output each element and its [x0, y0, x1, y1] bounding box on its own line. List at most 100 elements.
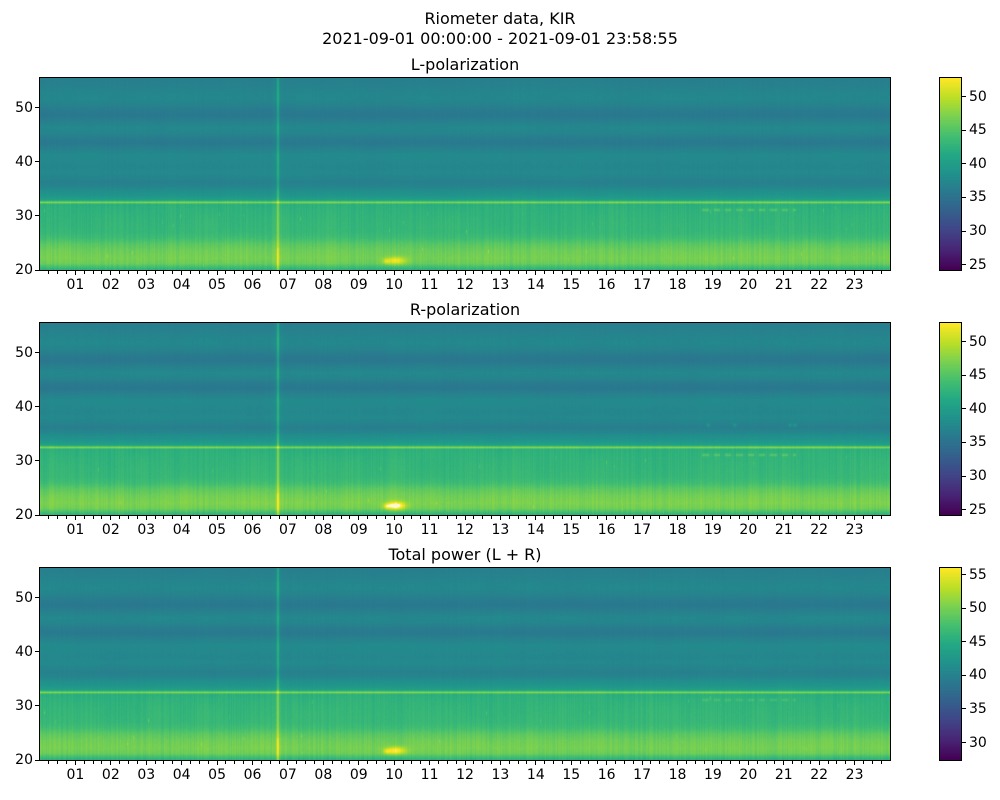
- x-tick-minor: [234, 761, 236, 764]
- x-tick-minor: [92, 761, 94, 764]
- x-tick-major: [252, 761, 253, 765]
- x-tick-minor: [517, 516, 519, 519]
- x-tick-minor: [225, 271, 227, 274]
- x-tick-minor: [260, 761, 262, 764]
- x-tick-minor: [827, 516, 829, 519]
- x-tick-label: 04: [172, 767, 191, 783]
- x-tick-minor: [225, 761, 227, 764]
- x-tick-minor: [473, 271, 475, 274]
- colorbar-tick: [962, 742, 966, 744]
- x-tick-major: [145, 516, 147, 520]
- x-tick-minor: [411, 761, 413, 764]
- x-tick-label: 14: [526, 277, 545, 293]
- x-tick-minor: [880, 516, 882, 519]
- x-tick-minor: [243, 516, 245, 519]
- x-tick-minor: [375, 271, 377, 274]
- x-tick-minor: [269, 271, 271, 274]
- x-tick-label: 10: [385, 277, 404, 293]
- x-tick-minor: [243, 271, 245, 274]
- x-tick-label: 16: [597, 277, 616, 293]
- x-tick-minor: [508, 761, 510, 764]
- colorbar-tick-label: 40: [969, 400, 987, 417]
- x-tick-minor: [57, 516, 59, 519]
- x-tick-major: [570, 271, 572, 275]
- x-tick-minor: [384, 271, 386, 274]
- x-tick-minor: [668, 761, 670, 764]
- x-tick-label: 19: [703, 767, 722, 783]
- x-tick-minor: [526, 271, 528, 274]
- x-tick-major: [783, 516, 785, 520]
- colorbar-tick: [962, 230, 966, 232]
- x-tick-label: 13: [491, 767, 510, 783]
- x-tick-minor: [623, 761, 625, 764]
- x-tick-label: 22: [810, 277, 829, 293]
- x-tick-minor: [128, 271, 130, 274]
- x-tick-minor: [136, 516, 138, 519]
- x-tick-label: 13: [491, 522, 510, 538]
- x-tick-major: [677, 271, 678, 275]
- x-tick-label: 01: [66, 277, 85, 293]
- x-tick-major: [606, 516, 608, 520]
- colorbar-tick: [962, 509, 966, 511]
- x-tick-major: [181, 516, 183, 520]
- x-tick-label: 08: [314, 522, 333, 538]
- x-tick-label: 12: [456, 767, 474, 783]
- x-tick-major: [499, 516, 501, 520]
- x-tick-minor: [101, 761, 103, 764]
- x-tick-major: [145, 761, 147, 765]
- x-tick-label: 03: [137, 767, 156, 783]
- x-tick-minor: [305, 516, 307, 519]
- x-tick-major: [854, 516, 856, 520]
- x-tick-minor: [313, 271, 315, 274]
- x-tick-minor: [738, 761, 740, 764]
- y-tick-label: 40: [15, 398, 33, 415]
- x-tick-minor: [128, 516, 130, 519]
- x-tick-minor: [526, 516, 528, 519]
- x-tick-minor: [66, 761, 68, 764]
- x-tick-label: 02: [101, 522, 120, 538]
- x-tick-minor: [526, 761, 528, 764]
- figure-title-line1: Riometer data, KIR: [424, 9, 576, 28]
- x-tick-label: 14: [526, 522, 545, 538]
- x-tick-minor: [83, 761, 85, 764]
- x-tick-minor: [119, 516, 121, 519]
- x-tick-major: [393, 271, 395, 275]
- colorbar-tick-label: 30: [969, 468, 987, 485]
- x-tick-label: 23: [845, 522, 864, 538]
- x-tick-minor: [340, 761, 342, 764]
- x-tick-minor: [632, 271, 634, 274]
- x-tick-label: 08: [314, 277, 333, 293]
- x-tick-minor: [234, 516, 236, 519]
- x-tick-minor: [296, 761, 298, 764]
- y-tick-label: 50: [15, 589, 33, 606]
- x-tick-major: [818, 761, 820, 765]
- x-tick-minor: [473, 761, 475, 764]
- x-tick-minor: [172, 761, 174, 764]
- x-tick-minor: [278, 271, 280, 274]
- x-tick-minor: [455, 271, 457, 274]
- x-tick-minor: [331, 271, 333, 274]
- x-tick-minor: [836, 516, 838, 519]
- x-tick-minor: [437, 761, 439, 764]
- x-tick-minor: [101, 516, 103, 519]
- x-tick-minor: [340, 271, 342, 274]
- x-tick-minor: [491, 516, 493, 519]
- x-tick-minor: [482, 271, 484, 274]
- x-tick-label: 02: [101, 767, 120, 783]
- x-tick-minor: [349, 271, 351, 274]
- x-tick-label: 11: [420, 522, 439, 538]
- x-tick-minor: [659, 271, 661, 274]
- x-tick-minor: [685, 761, 687, 764]
- x-tick-label: 02: [101, 277, 120, 293]
- x-tick-major: [747, 761, 749, 765]
- x-tick-label: 19: [703, 277, 722, 293]
- x-tick-major: [74, 516, 76, 520]
- x-tick-minor: [190, 516, 192, 519]
- x-tick-minor: [154, 516, 156, 519]
- x-tick-minor: [650, 761, 652, 764]
- x-tick-minor: [845, 516, 847, 519]
- colorbar-tick: [962, 408, 966, 410]
- x-tick-minor: [800, 516, 802, 519]
- x-tick-major: [464, 516, 466, 520]
- x-tick-minor: [827, 761, 829, 764]
